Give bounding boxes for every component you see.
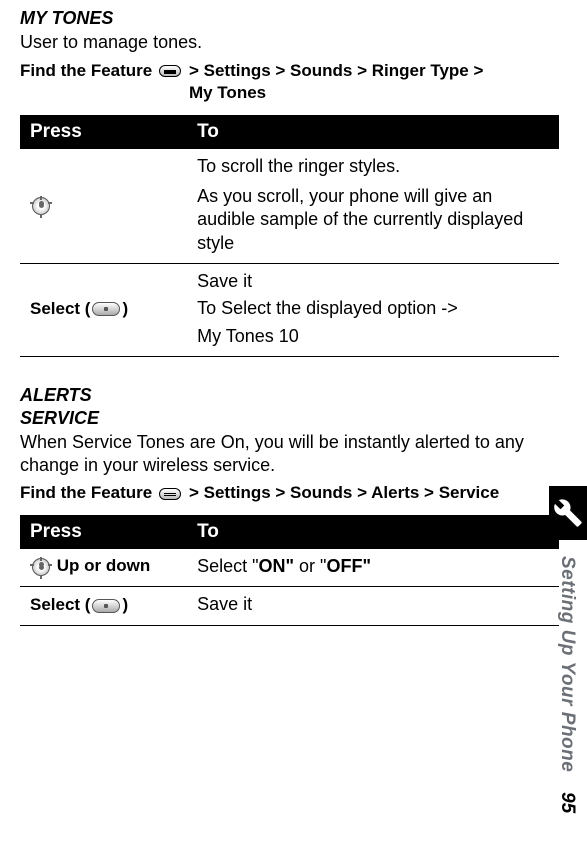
find-feature: Find the Feature > Settings > Sounds > A… [20,482,559,505]
select-label-before: Select ( [30,595,90,614]
select-label-before: Select ( [30,299,90,318]
nav-icon-h [32,194,50,212]
find-feature-label: Find the Feature [20,61,152,80]
find-feature-path-1: > Settings > Sounds > Ringer Type > [189,61,483,80]
select-icon [92,302,120,316]
find-feature-label: Find the Feature [20,483,152,502]
press-cell: Select () [20,263,187,356]
section-title: ALERTS [20,385,559,406]
menu-icon [159,488,181,500]
section-title: MY TONES [20,8,559,29]
to-line: Save it [197,270,549,293]
to-line: To Select the displayed option -> [197,297,549,320]
side-tab [549,486,587,540]
press-cell: Select () [20,587,187,625]
to-cell: To scroll the ringer styles. As you scro… [187,149,559,263]
select-label-after: ) [122,299,128,318]
page-number: 95 [556,792,578,813]
table-row: Up or down Select "ON" or "OFF" [20,549,559,587]
col-to: To [187,515,559,549]
to-line: To scroll the ringer styles. [197,155,549,178]
to-off: OFF" [326,556,371,576]
col-to: To [187,115,559,149]
section-body: When Service Tones are On, you will be i… [20,431,559,476]
find-feature-path: > Settings > Sounds > Alerts > Service [189,482,499,505]
to-mid: or " [294,556,326,576]
col-press: Press [20,515,187,549]
section-alerts: ALERTS SERVICE When Service Tones are On… [20,385,559,626]
tools-icon [553,498,583,528]
menu-icon [159,65,181,77]
table-row: To scroll the ringer styles. As you scro… [20,149,559,263]
to-line: My Tones 10 [197,325,549,348]
find-feature-path-2: My Tones [189,82,483,105]
press-cell [20,149,187,263]
col-press: Press [20,115,187,149]
select-icon [92,599,120,613]
to-line: As you scroll, your phone will give an a… [197,185,549,255]
to-on: ON" [259,556,295,576]
nav-icon-h [32,556,50,574]
to-cell: Save it [187,587,559,625]
find-feature: Find the Feature > Settings > Sounds > R… [20,60,559,106]
instruction-table-1: Press To To scroll the ringer styles. As… [20,115,559,357]
to-cell: Save it To Select the displayed option -… [187,263,559,356]
section-body: User to manage tones. [20,31,559,54]
press-cell: Up or down [20,549,187,587]
section-my-tones: MY TONES User to manage tones. Find the … [20,8,559,357]
table-row: Select () Save it To Select the displaye… [20,263,559,356]
press-suffix: Up or down [57,556,150,575]
section-subtitle: SERVICE [20,408,559,429]
to-pre: Select " [197,556,258,576]
side-label: Setting Up Your Phone 95 [555,556,579,839]
instruction-table-2: Press To Up or down Select "ON" or "OFF" [20,515,559,626]
select-label-after: ) [122,595,128,614]
side-label-text: Setting Up Your Phone [556,556,578,772]
to-cell: Select "ON" or "OFF" [187,549,559,587]
table-row: Select () Save it [20,587,559,625]
